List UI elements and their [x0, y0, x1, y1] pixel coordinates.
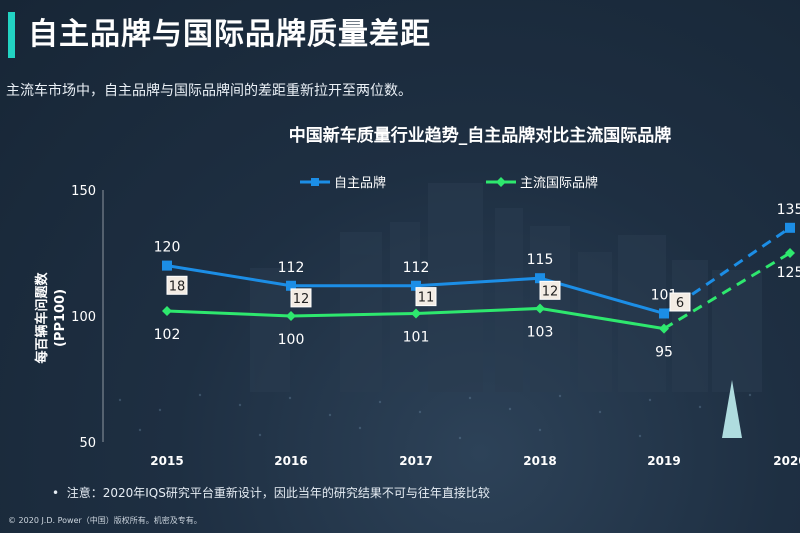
- x-tick-label: 2017: [399, 454, 432, 468]
- gap-label: 11: [418, 291, 435, 306]
- data-point: [659, 323, 669, 334]
- data-label: 95: [655, 345, 673, 361]
- x-tick-label: 2015: [150, 454, 183, 468]
- footnote-text: 注意：2020年IQS研究平台重新设计，因此当年的研究结果不可与往年直接比较: [66, 486, 490, 500]
- gap-label: 6: [676, 296, 684, 311]
- x-tick-label: 2020: [773, 454, 800, 468]
- data-label: 101: [403, 329, 430, 345]
- data-point: [785, 248, 795, 258]
- data-label: 102: [154, 327, 181, 343]
- y-tick-label: 100: [71, 310, 96, 325]
- data-point: [162, 305, 172, 316]
- data-label: 112: [278, 260, 305, 276]
- x-tick-label: 2019: [647, 454, 680, 468]
- footnote-bullet: •: [52, 486, 67, 500]
- data-label: 120: [154, 240, 181, 256]
- series-dashed-segment: [663, 251, 791, 330]
- gap-box: [539, 280, 561, 300]
- data-point: [286, 311, 296, 321]
- gap-label: 12: [293, 292, 310, 307]
- data-label: 135: [777, 202, 800, 218]
- data-label: 100: [278, 332, 305, 348]
- title-accent-bar: [8, 12, 15, 58]
- y-axis-unit: (PP100): [53, 289, 68, 347]
- x-tick-label: 2018: [523, 454, 556, 468]
- gap-label: 18: [169, 279, 186, 294]
- data-point: [411, 280, 421, 291]
- chart-title: 中国新车质量行业趋势_自主品牌对比主流国际品牌: [288, 126, 672, 146]
- page-title: 自主品牌与国际品牌质量差距: [28, 17, 431, 52]
- data-label: 125: [777, 265, 800, 281]
- data-point: [411, 308, 421, 319]
- legend-label: 主流国际品牌: [520, 175, 598, 191]
- data-label: 115: [527, 252, 554, 268]
- data-point: [785, 222, 795, 233]
- gap-box: [290, 288, 312, 308]
- data-point: [286, 280, 296, 291]
- page-subtitle: 主流车市场中，自主品牌与国际品牌间的差距重新拉开至两位数。: [6, 83, 412, 99]
- data-point: [535, 273, 545, 284]
- footnote: • 注意：2020年IQS研究平台重新设计，因此当年的研究结果不可与往年直接比较: [52, 484, 490, 501]
- legend-marker: [311, 178, 319, 186]
- data-point: [535, 303, 545, 314]
- gap-label: 12: [542, 284, 559, 299]
- gap-box: [166, 275, 188, 295]
- data-label: 103: [527, 324, 554, 340]
- data-point: [162, 260, 172, 271]
- legend-label: 自主品牌: [334, 175, 386, 191]
- data-label: 112: [403, 260, 430, 276]
- y-axis-label: 每百辆车问题数: [34, 272, 50, 364]
- data-point: [659, 308, 669, 319]
- y-tick-label: 150: [71, 184, 96, 199]
- gap-box: [669, 292, 691, 312]
- x-tick-label: 2016: [274, 454, 307, 468]
- y-tick-label: 50: [79, 436, 96, 451]
- copyright: © 2020 J.D. Power（中国）版权所有。机密及专有。: [8, 516, 202, 525]
- gap-box: [415, 287, 437, 307]
- legend-marker: [496, 177, 506, 187]
